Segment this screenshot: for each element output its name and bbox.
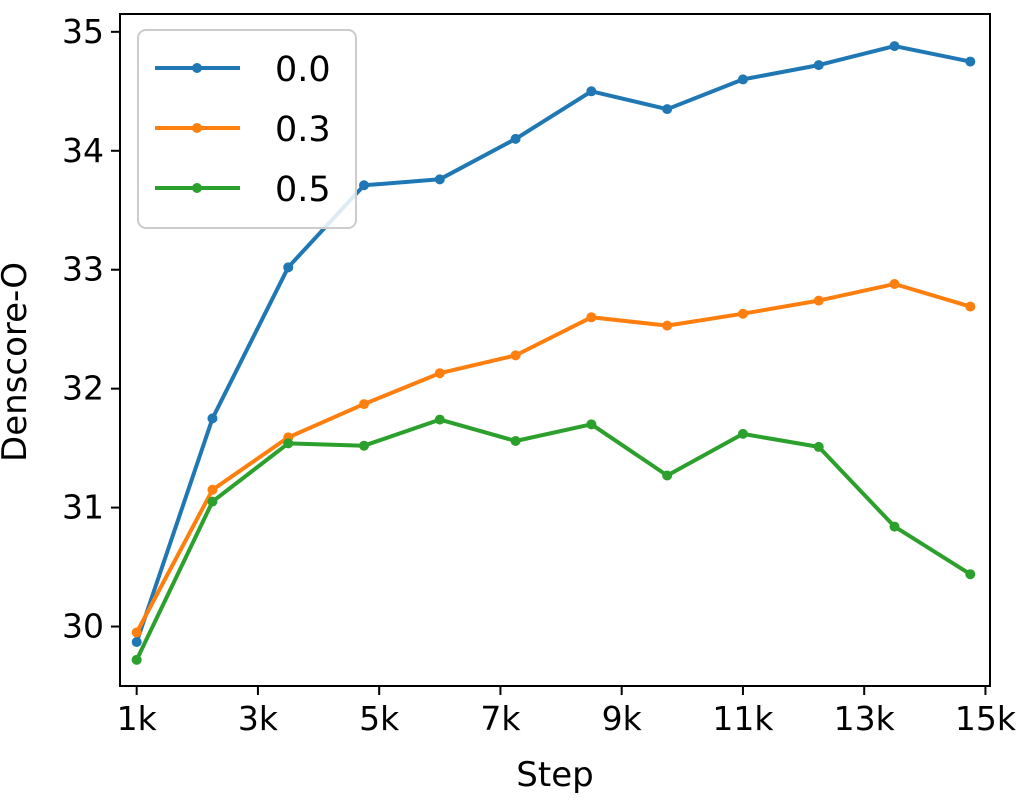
legend-label: 0.0 bbox=[275, 50, 331, 90]
data-point bbox=[510, 350, 521, 361]
x-tick-label: 15k bbox=[955, 699, 1017, 738]
x-tick-label: 13k bbox=[834, 699, 896, 738]
data-point bbox=[434, 368, 445, 379]
x-tick-label: 1k bbox=[117, 699, 158, 738]
x-axis-label: Step bbox=[516, 755, 593, 795]
series-lines bbox=[131, 41, 976, 665]
data-point bbox=[359, 180, 370, 191]
x-tick-label: 7k bbox=[480, 699, 521, 738]
y-tick-label: 33 bbox=[62, 250, 104, 289]
data-point bbox=[359, 399, 370, 410]
data-point bbox=[662, 104, 673, 115]
data-point bbox=[737, 74, 748, 85]
data-point bbox=[965, 301, 976, 312]
data-point bbox=[965, 569, 976, 580]
data-point bbox=[131, 627, 142, 638]
data-point bbox=[207, 413, 218, 424]
data-point bbox=[737, 308, 748, 319]
data-point bbox=[283, 262, 294, 273]
data-point bbox=[359, 440, 370, 451]
data-point bbox=[889, 521, 900, 532]
y-tick-label: 34 bbox=[62, 131, 104, 170]
series-line bbox=[134, 44, 971, 643]
data-point bbox=[662, 470, 673, 481]
data-point bbox=[131, 636, 142, 647]
x-tick-label: 9k bbox=[602, 699, 643, 738]
axis-ticks: 1k 3k 5k 7k 9k 11k 13k 15k 30 31 32 33 34 35 bbox=[62, 12, 1017, 738]
series-0.5 bbox=[131, 414, 976, 665]
legend-label: 0.3 bbox=[275, 110, 331, 150]
data-point bbox=[586, 86, 597, 97]
x-tick-label: 3k bbox=[238, 699, 279, 738]
data-point bbox=[586, 419, 597, 430]
legend-label: 0.5 bbox=[275, 170, 331, 210]
data-point bbox=[207, 496, 218, 507]
data-point bbox=[662, 320, 673, 331]
legend-marker bbox=[192, 123, 202, 133]
plot-frame bbox=[119, 13, 991, 687]
series-0.3 bbox=[131, 278, 976, 638]
series-0.0 bbox=[131, 41, 976, 647]
data-point bbox=[434, 414, 445, 425]
series-line bbox=[134, 417, 972, 661]
data-point bbox=[131, 654, 142, 665]
data-point bbox=[965, 56, 976, 67]
data-point bbox=[434, 174, 445, 185]
y-tick-label: 30 bbox=[62, 607, 104, 646]
legend-marker bbox=[192, 183, 202, 193]
data-point bbox=[586, 312, 597, 323]
x-tick-label: 11k bbox=[712, 699, 774, 738]
x-tick-label: 5k bbox=[359, 699, 400, 738]
series-line bbox=[134, 282, 971, 634]
data-point bbox=[813, 295, 824, 306]
data-point bbox=[889, 278, 900, 289]
data-point bbox=[813, 60, 824, 71]
y-tick-label: 32 bbox=[62, 369, 104, 408]
data-point bbox=[283, 438, 294, 449]
y-axis-label: Denscore-O bbox=[0, 262, 35, 462]
data-point bbox=[510, 133, 521, 144]
data-point bbox=[207, 484, 218, 495]
data-point bbox=[510, 435, 521, 446]
data-point bbox=[889, 41, 900, 52]
data-point bbox=[813, 441, 824, 452]
legend-marker bbox=[192, 63, 202, 73]
legend: 0.0 0.3 0.5 bbox=[137, 29, 357, 229]
data-point bbox=[737, 428, 748, 439]
y-tick-label: 35 bbox=[62, 12, 104, 51]
y-tick-label: 31 bbox=[62, 488, 104, 527]
legend-box bbox=[137, 29, 357, 229]
